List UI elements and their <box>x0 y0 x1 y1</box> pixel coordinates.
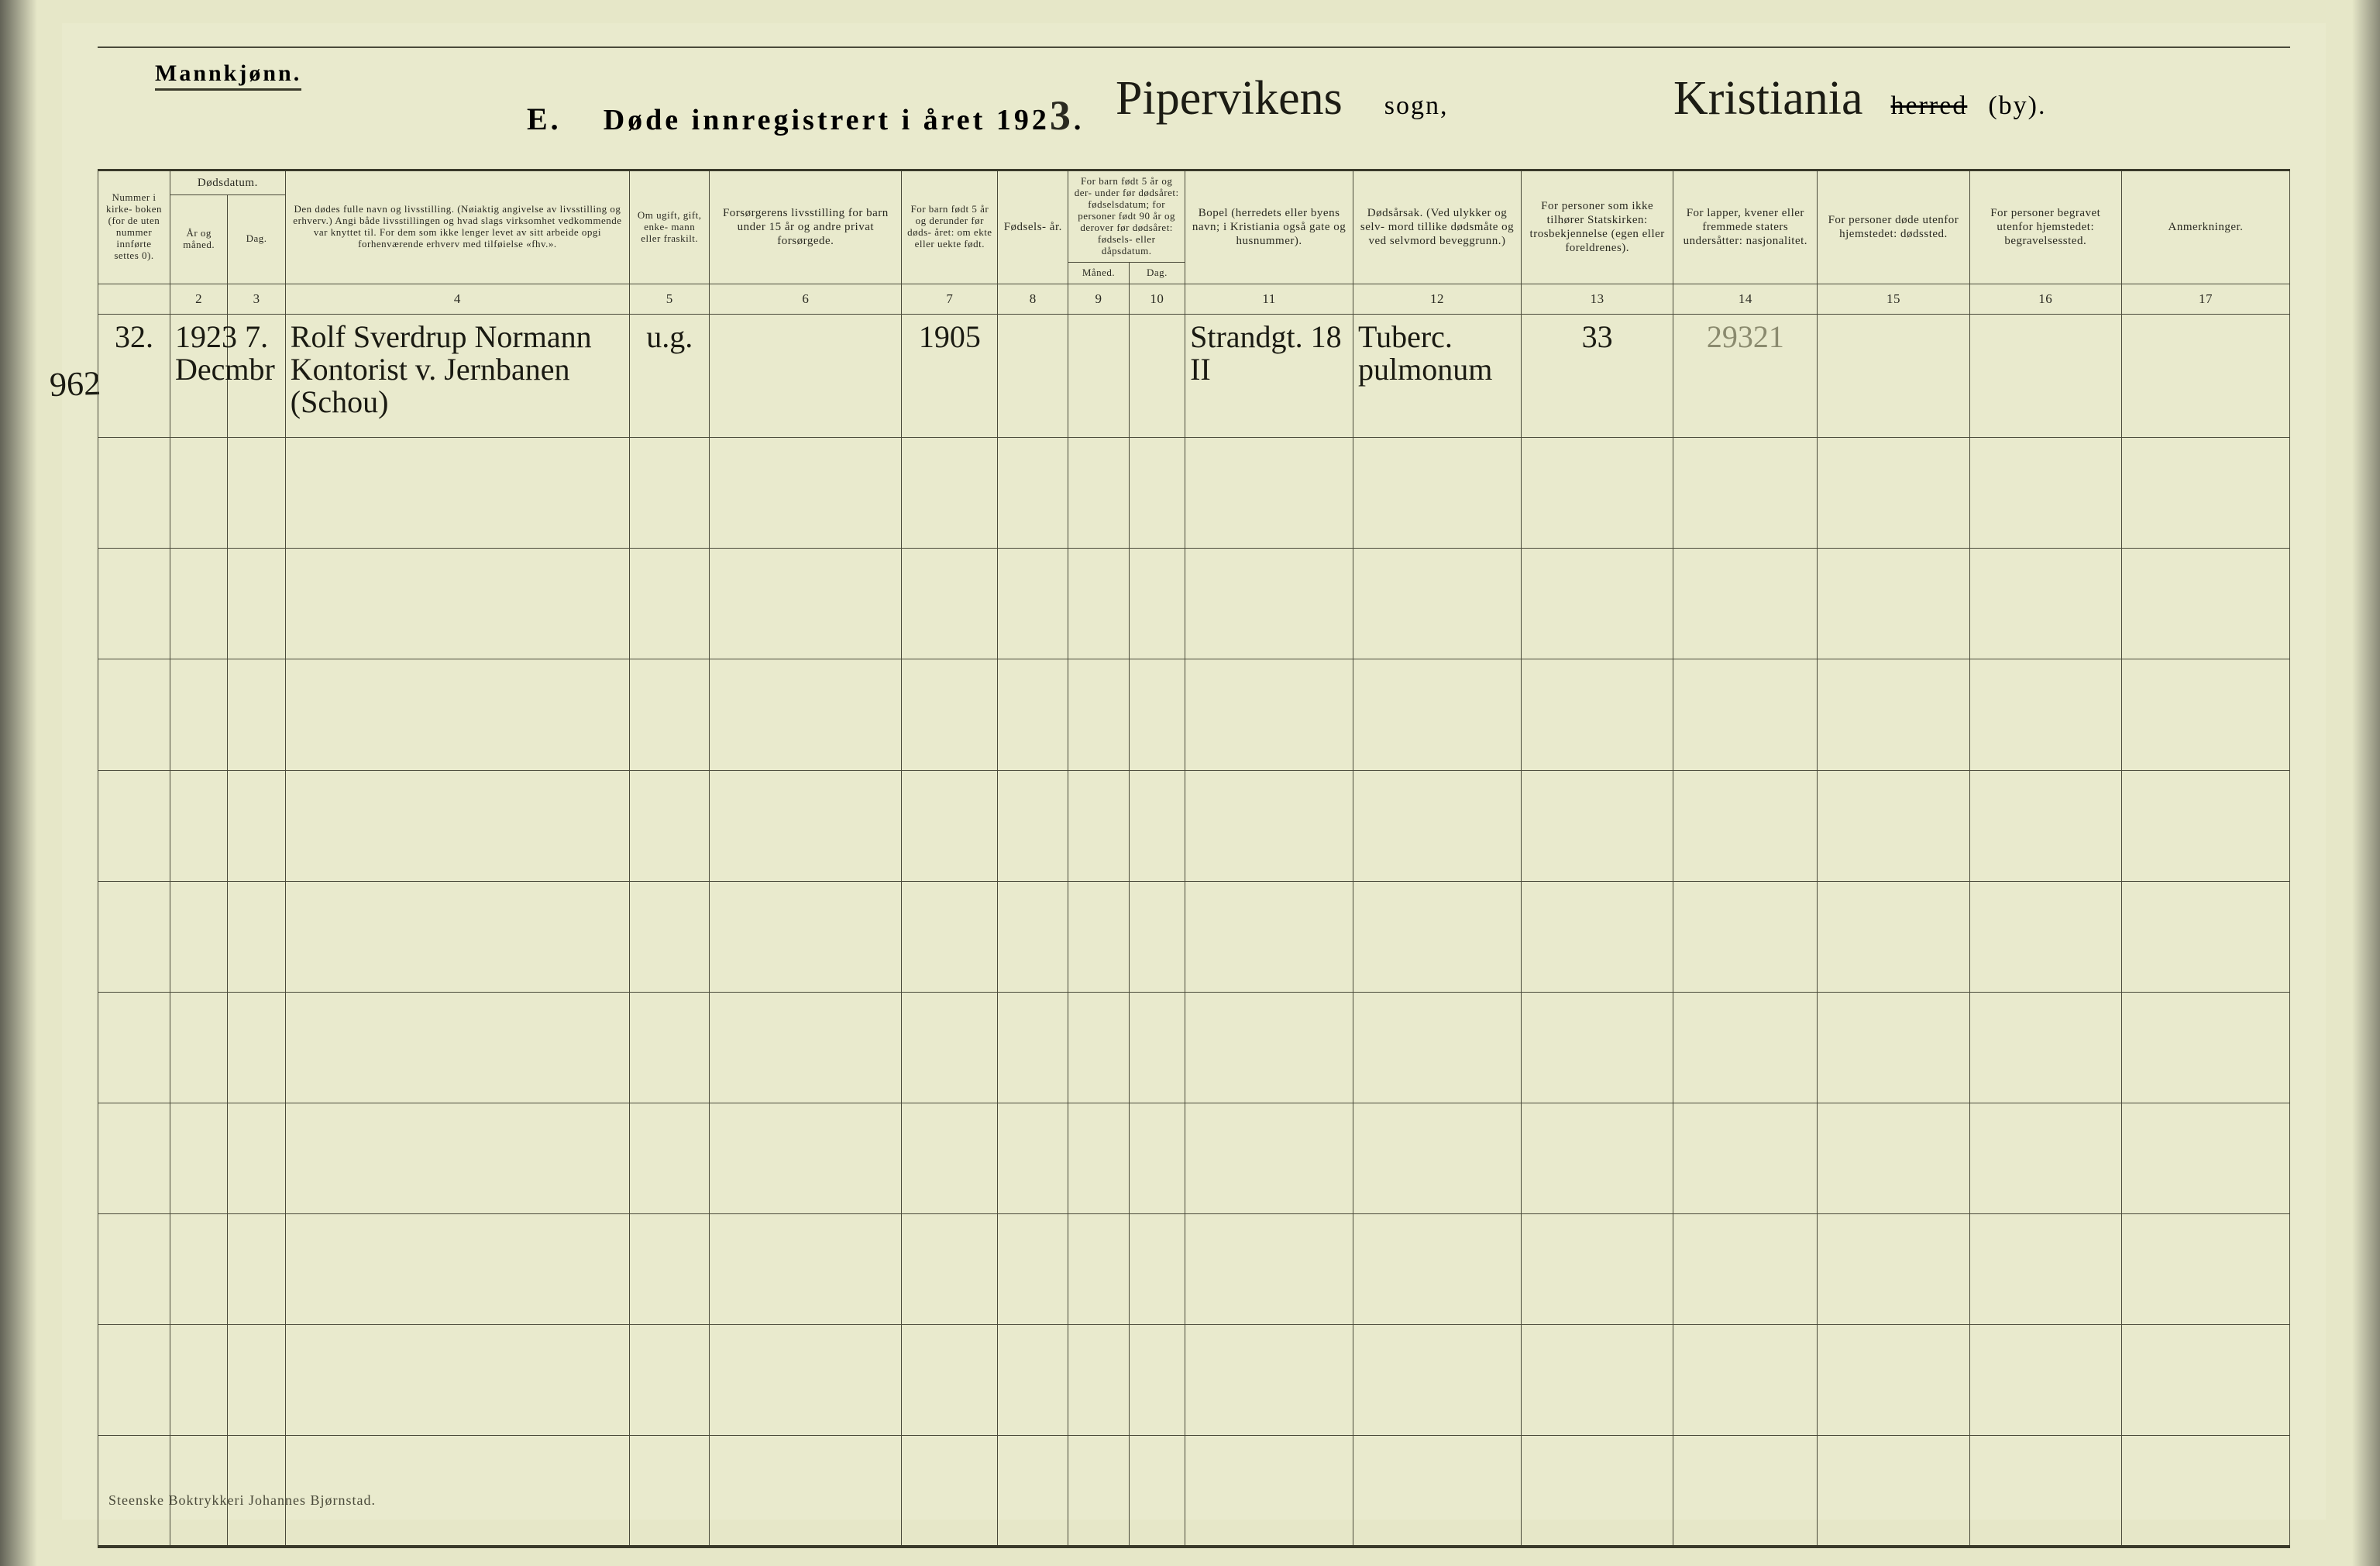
col-6-num: 6 <box>710 284 902 314</box>
herred-suffix: (by). <box>1988 91 2046 120</box>
sogn-handwritten: Pipervikens <box>1116 72 1343 125</box>
table-row <box>98 438 2290 549</box>
cell-1-9 <box>1068 314 1130 438</box>
col-12-num: 12 <box>1353 284 1522 314</box>
gender-heading: Mannkjønn. <box>155 60 301 91</box>
table-row <box>98 992 2290 1103</box>
cell-1-17 <box>2121 314 2289 438</box>
ledger-page: Mannkjønn. E. Døde innregistrert i året … <box>62 23 2326 1520</box>
col-9-10-group-header: For barn født 5 år og der- under før død… <box>1068 170 1185 263</box>
printer-footer: Steenske Boktrykkeri Johannes Bjørnstad. <box>108 1492 376 1509</box>
ledger-table: Nummer i kirke- boken (for de uten numme… <box>98 169 2290 1548</box>
col-15-header: For personer døde utenfor hjemstedet: dø… <box>1818 170 1969 284</box>
table-row <box>98 1435 2290 1546</box>
col-5-num: 5 <box>630 284 710 314</box>
col-7-num: 7 <box>902 284 998 314</box>
sogn-block: Pipervikens sogn, <box>1116 71 1448 126</box>
col-2-num: 2 <box>170 284 227 314</box>
sogn-label: sogn, <box>1384 91 1449 120</box>
col-1-header: Nummer i kirke- boken (for de uten numme… <box>98 170 170 284</box>
ledger-table-wrap: Nummer i kirke- boken (for de uten numme… <box>98 169 2290 1481</box>
cell-1-11: Strandgt. 18 II <box>1185 314 1353 438</box>
col-8-num: 8 <box>998 284 1068 314</box>
cell-1-13: 33 <box>1522 314 1673 438</box>
left-margin-annotation: 962 <box>49 363 101 404</box>
col-13-num: 13 <box>1522 284 1673 314</box>
col-8-header: Fødsels- år. <box>998 170 1068 284</box>
table-row <box>98 1103 2290 1213</box>
cell-1-15 <box>1818 314 1969 438</box>
cell-1-5: u.g. <box>630 314 710 438</box>
herred-block: Kristiania herred (by). <box>1673 71 2046 126</box>
col-1-num <box>98 284 170 314</box>
title-row: Mannkjønn. E. Døde innregistrert i året … <box>108 60 2279 146</box>
col-11-header: Bopel (herredets eller byens navn; i Kri… <box>1185 170 1353 284</box>
col-6-header: Forsørgerens livsstilling for barn under… <box>710 170 902 284</box>
table-header: Nummer i kirke- boken (for de uten numme… <box>98 170 2290 315</box>
col-3-num: 3 <box>228 284 285 314</box>
herred-struck: herred <box>1891 91 1968 120</box>
col-4-num: 4 <box>285 284 629 314</box>
cell-1-4: Rolf Sverdrup Normann Kontorist v. Jernb… <box>285 314 629 438</box>
table-row <box>98 770 2290 881</box>
col-7-header: For barn født 5 år og derunder før døds-… <box>902 170 998 284</box>
col-15-num: 15 <box>1818 284 1969 314</box>
col-2-subheader: År og måned. <box>170 195 227 284</box>
col-11-num: 11 <box>1185 284 1353 314</box>
section-text: Døde innregistrert i året 192 <box>604 104 1050 136</box>
section-letter: E. <box>527 102 562 136</box>
cell-1-6 <box>710 314 902 438</box>
col-14-header: For lapper, kvener eller fremmede stater… <box>1673 170 1818 284</box>
col-14-num: 14 <box>1673 284 1818 314</box>
table-row <box>98 881 2290 992</box>
col-2-3-group-header: Dødsdatum. <box>170 170 285 195</box>
top-rule <box>98 46 2290 48</box>
col-9-subheader: Måned. <box>1068 262 1130 284</box>
table-row: 32. 1923 Decmbr 7. Rolf Sverdrup Normann… <box>98 314 2290 438</box>
cell-1-1: 32. <box>98 314 170 438</box>
col-16-num: 16 <box>1969 284 2121 314</box>
table-row <box>98 1324 2290 1435</box>
table-body: 32. 1923 Decmbr 7. Rolf Sverdrup Normann… <box>98 314 2290 1547</box>
col-17-num: 17 <box>2121 284 2289 314</box>
col-10-num: 10 <box>1129 284 1185 314</box>
col-4-header: Den dødes fulle navn og livsstilling. (N… <box>285 170 629 284</box>
cell-1-8 <box>998 314 1068 438</box>
herred-handwritten: Kristiania <box>1673 72 1863 125</box>
cell-1-14: 29321 <box>1673 314 1818 438</box>
col-16-header: For personer begravet utenfor hjemstedet… <box>1969 170 2121 284</box>
cell-1-7: 1905 <box>902 314 998 438</box>
page-outer: Mannkjønn. E. Døde innregistrert i året … <box>0 0 2380 1566</box>
cell-1-2: 1923 Decmbr <box>170 314 227 438</box>
col-3-subheader: Dag. <box>228 195 285 284</box>
cell-1-16 <box>1969 314 2121 438</box>
cell-1-10 <box>1129 314 1185 438</box>
col-13-header: For personer som ikke tilhører Statskirk… <box>1522 170 1673 284</box>
col-5-header: Om ugift, gift, enke- mann eller fraskil… <box>630 170 710 284</box>
table-row <box>98 1213 2290 1324</box>
col-9-num: 9 <box>1068 284 1130 314</box>
year-handwritten: 3 <box>1050 91 1074 139</box>
col-12-header: Dødsårsak. (Ved ulykker og selv- mord ti… <box>1353 170 1522 284</box>
col-10-subheader: Dag. <box>1129 262 1185 284</box>
col-17-header: Anmerkninger. <box>2121 170 2289 284</box>
title-period: . <box>1074 104 1085 136</box>
form-title: E. Døde innregistrert i året 1923. <box>527 91 1084 139</box>
cell-1-12: Tuberc. pulmonum <box>1353 314 1522 438</box>
table-row <box>98 549 2290 659</box>
table-row <box>98 659 2290 770</box>
